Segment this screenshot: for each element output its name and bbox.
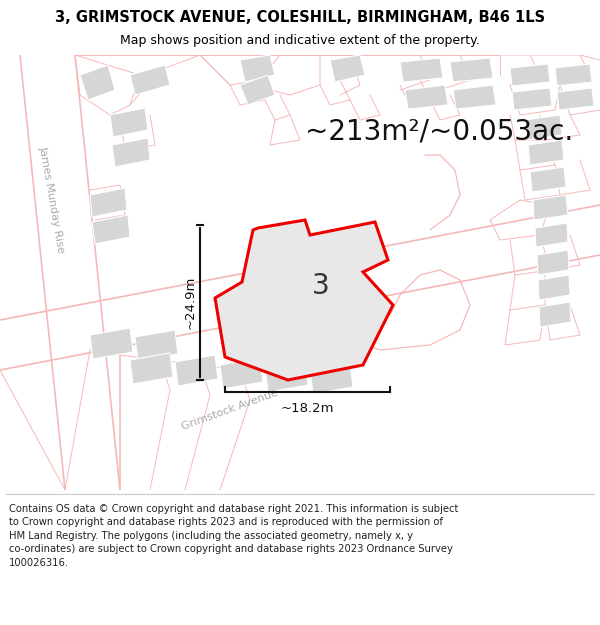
Polygon shape [533,195,568,220]
Polygon shape [110,108,148,137]
Text: Map shows position and indicative extent of the property.: Map shows position and indicative extent… [120,34,480,47]
Polygon shape [0,210,600,370]
Polygon shape [400,58,443,82]
Polygon shape [20,55,120,490]
Polygon shape [539,302,571,327]
Polygon shape [220,358,263,389]
Polygon shape [555,64,592,86]
Text: 3, GRIMSTOCK AVENUE, COLESHILL, BIRMINGHAM, B46 1LS: 3, GRIMSTOCK AVENUE, COLESHILL, BIRMINGH… [55,10,545,25]
Polygon shape [510,64,550,86]
Polygon shape [112,138,150,167]
Polygon shape [130,353,173,384]
Polygon shape [530,167,566,192]
Text: ~18.2m: ~18.2m [281,402,334,415]
Polygon shape [130,65,170,95]
Polygon shape [310,363,353,394]
Text: 3: 3 [312,272,330,300]
Polygon shape [535,223,568,247]
Polygon shape [512,88,552,110]
Polygon shape [175,355,218,386]
Polygon shape [240,75,275,105]
Polygon shape [525,115,562,140]
Polygon shape [135,330,178,361]
Polygon shape [405,85,448,109]
Polygon shape [528,140,564,165]
Polygon shape [90,328,133,359]
Polygon shape [330,55,365,82]
Polygon shape [453,85,496,109]
Text: ~213m²/~0.053ac.: ~213m²/~0.053ac. [305,117,573,145]
Polygon shape [538,275,570,300]
Text: James Munday Rise: James Munday Rise [38,146,67,254]
Polygon shape [537,250,569,275]
Text: Grimstock Avenue: Grimstock Avenue [181,388,280,432]
Polygon shape [90,188,127,217]
Text: ~24.9m: ~24.9m [184,276,197,329]
Polygon shape [80,65,115,100]
Polygon shape [92,215,130,244]
Polygon shape [215,220,393,380]
Text: Contains OS data © Crown copyright and database right 2021. This information is : Contains OS data © Crown copyright and d… [9,504,458,568]
Polygon shape [450,58,493,82]
Polygon shape [240,55,275,82]
Polygon shape [265,361,308,392]
Polygon shape [557,88,594,110]
